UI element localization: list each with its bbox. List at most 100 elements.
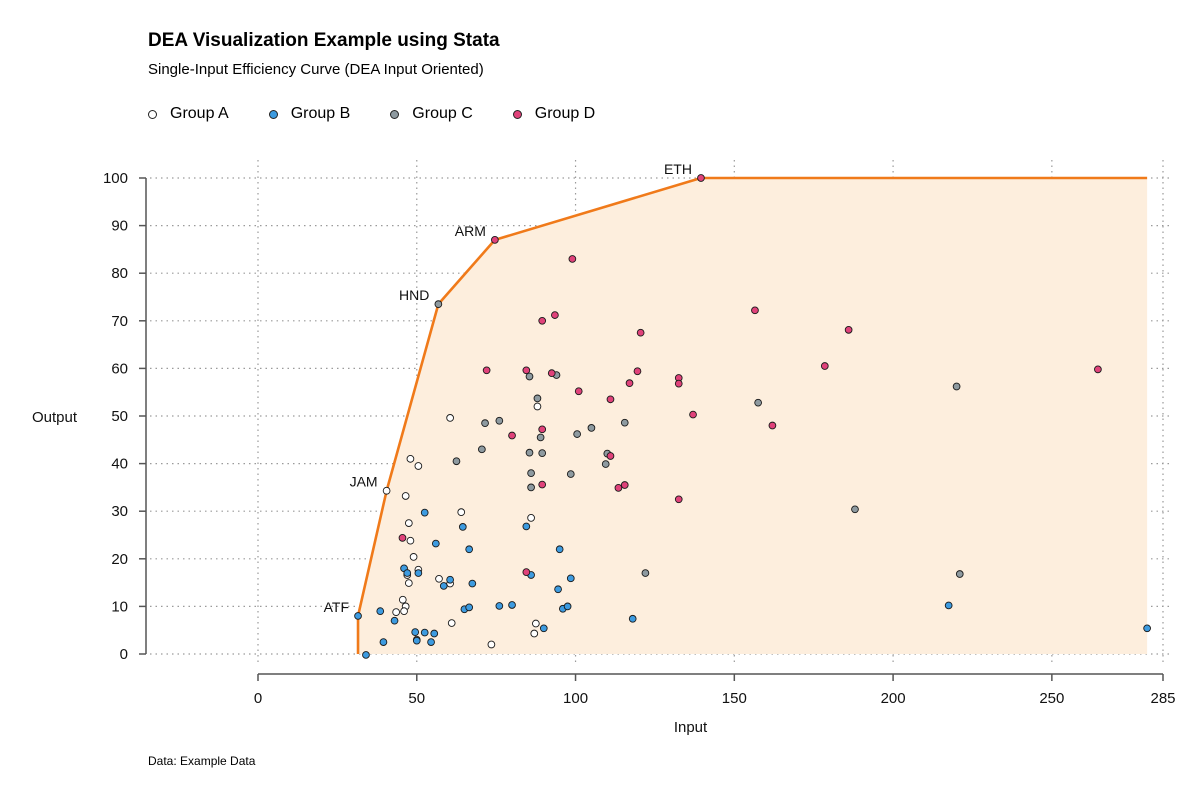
legend-marker-group-a <box>148 109 157 119</box>
point-group-d <box>636 328 645 337</box>
point-group-b <box>555 545 564 554</box>
frontier-labels: ATF JAM HND ARM ETH <box>324 161 692 615</box>
frontier-label-eth: ETH <box>664 161 692 177</box>
point-group-d <box>547 369 556 378</box>
legend: Group A Group B Group C Group D <box>148 105 635 123</box>
x-tick-label: 250 <box>1039 690 1064 707</box>
y-tick-label: 100 <box>103 170 128 187</box>
frontier-fill <box>358 178 1148 654</box>
point-group-c <box>566 470 575 478</box>
point-group-a <box>532 619 540 628</box>
point-group-b <box>379 638 388 646</box>
point-group-b <box>628 614 637 623</box>
point-group-d <box>625 379 634 388</box>
point-group-a <box>457 508 466 517</box>
legend-label-group-b: Group B <box>290 105 351 122</box>
efficiency-frontier <box>356 176 1148 654</box>
y-tick-label: 80 <box>111 265 128 282</box>
frontier-label-hnd: HND <box>399 287 429 303</box>
legend-item-group-b: Group B <box>268 105 351 123</box>
y-tick-label: 0 <box>120 646 128 663</box>
point-group-b <box>376 607 385 616</box>
point-group-b <box>522 522 531 531</box>
point-group-c <box>533 394 542 403</box>
point-group-b <box>508 601 516 609</box>
point-group-b <box>354 612 362 620</box>
point-group-d <box>689 410 697 419</box>
point-group-b <box>554 585 562 594</box>
point-group-c <box>601 460 610 468</box>
point-group-c <box>525 372 534 381</box>
frontier-label-jam: JAM <box>350 474 378 490</box>
point-group-d <box>674 495 683 504</box>
point-group-d <box>522 366 531 375</box>
point-group-d <box>606 395 615 404</box>
y-tick-label: 40 <box>111 456 128 473</box>
point-group-c <box>620 418 629 427</box>
point-group-a <box>527 514 535 522</box>
x-tick-label: 200 <box>881 690 906 707</box>
point-group-a <box>404 519 413 527</box>
point-group-c <box>527 469 535 477</box>
point-group-a <box>414 462 423 470</box>
y-axis-label: Output <box>32 409 78 426</box>
point-group-d <box>606 452 615 460</box>
y-tick-label: 50 <box>111 408 128 425</box>
y-tick-label: 70 <box>111 313 128 330</box>
point-group-b <box>362 651 370 659</box>
point-group-d <box>633 367 642 376</box>
point-group-d <box>574 387 583 396</box>
x-tick-label: 285 <box>1150 690 1175 707</box>
legend-label-group-a: Group A <box>170 105 229 122</box>
y-tick-label: 60 <box>111 360 128 377</box>
point-group-b <box>414 569 423 577</box>
point-group-d <box>551 311 559 319</box>
point-group-c <box>536 433 545 442</box>
point-group-a <box>401 492 410 500</box>
point-group-a <box>487 640 496 649</box>
point-group-b <box>420 508 429 517</box>
point-group-c <box>538 449 547 457</box>
point-group-a <box>435 574 443 583</box>
point-group-c <box>481 419 489 427</box>
legend-label-group-d: Group D <box>534 105 596 122</box>
x-axis-label: Input <box>674 719 708 736</box>
point-group-c <box>955 570 964 578</box>
point-group-c <box>525 448 534 457</box>
legend-marker-group-b <box>268 109 278 119</box>
point-group-d <box>508 431 516 440</box>
chart-subtitle: Single-Input Efficiency Curve (DEA Input… <box>148 61 484 78</box>
point-group-d <box>398 534 407 542</box>
legend-label-group-c: Group C <box>412 105 473 122</box>
point-group-b <box>944 601 953 610</box>
point-group-b <box>468 579 477 588</box>
point-group-d <box>482 366 491 375</box>
chart-caption: Data: Example Data <box>148 754 256 768</box>
point-group-b <box>458 523 467 531</box>
point-group-d <box>620 481 629 489</box>
point-group-c <box>434 300 443 308</box>
point-group-a <box>446 414 454 422</box>
point-group-c <box>851 505 859 514</box>
point-group-a <box>404 579 413 587</box>
point-group-a <box>530 629 539 638</box>
point-group-b <box>566 574 575 583</box>
x-tick-label: 50 <box>408 690 425 707</box>
point-group-d <box>614 484 623 492</box>
point-group-a <box>533 402 542 411</box>
point-group-c <box>478 445 486 454</box>
point-group-a <box>447 619 456 627</box>
point-group-c <box>952 382 961 391</box>
point-group-b <box>1143 624 1151 633</box>
point-group-a <box>382 486 391 495</box>
point-group-d <box>538 480 547 489</box>
point-group-b <box>465 545 474 554</box>
x-tick-label: 150 <box>722 690 747 707</box>
point-group-b <box>403 569 412 577</box>
point-group-c <box>527 483 535 492</box>
point-group-b <box>465 603 474 612</box>
y-tick-label: 10 <box>111 598 128 615</box>
point-group-b <box>446 575 454 584</box>
x-tick-label: 100 <box>563 690 588 707</box>
